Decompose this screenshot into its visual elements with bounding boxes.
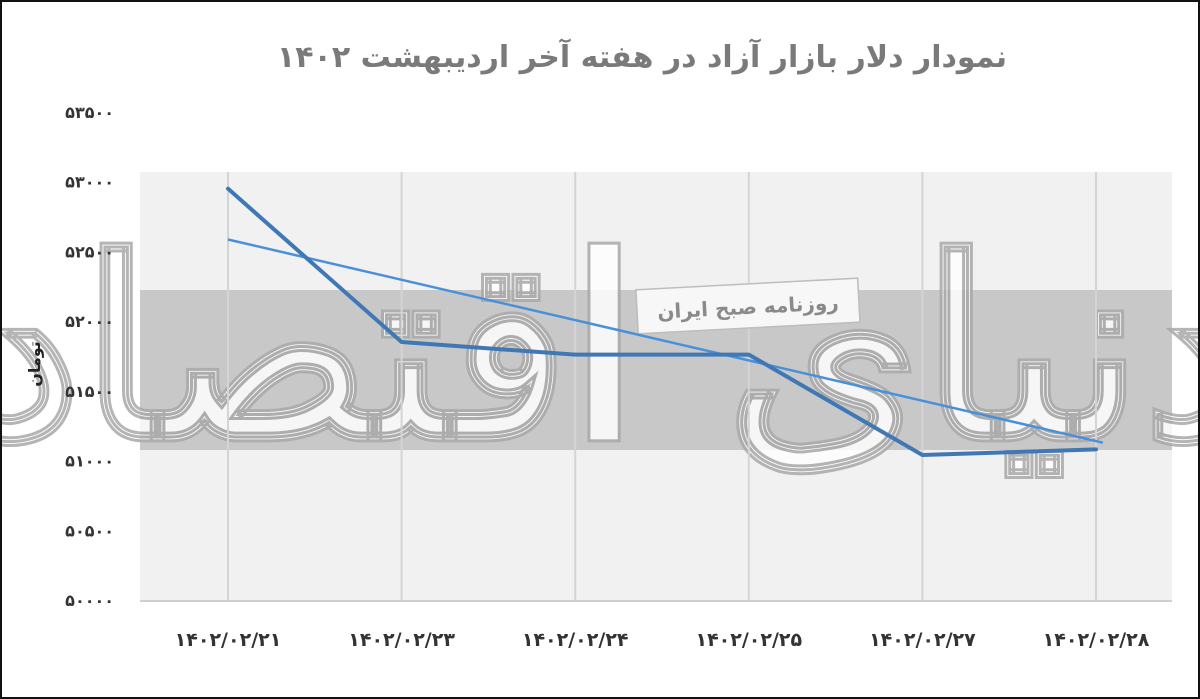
- y-tick-label: ۵۱۵۰۰: [65, 382, 114, 401]
- y-axis: ۵۰۰۰۰ ۵۰۵۰۰ ۵۱۰۰۰ ۵۱۵۰۰ ۵۲۰۰۰ ۵۲۵۰۰ ۵۳۰۰۰ ۵۳۵۰۰: [65, 103, 114, 610]
- data-point: [1094, 447, 1098, 451]
- y-tick-label: ۵۱۰۰۰: [65, 452, 114, 471]
- data-point: [920, 453, 924, 457]
- trendline: [227, 238, 1104, 444]
- data-point: [226, 187, 230, 191]
- data-point: [573, 353, 577, 357]
- series-line: [226, 186, 1098, 457]
- y-axis-label: تومان: [25, 341, 44, 387]
- x-tick-label: ۱۴۰۲/۰۲/۲۸: [1043, 629, 1150, 651]
- x-tick-label: ۱۴۰۲/۰۲/۲۴: [522, 629, 629, 651]
- y-tick-label: ۵۳۵۰۰: [65, 103, 114, 122]
- x-tick-label: ۱۴۰۲/۰۲/۲۱: [175, 629, 282, 651]
- annotation-box: [635, 277, 861, 335]
- data-point: [747, 353, 751, 357]
- y-tick-label: ۵۰۰۰۰: [65, 591, 114, 610]
- watermark-logo: دنیای اقتصاد: [2, 202, 1198, 496]
- chart-title: نمودار دلار بازار آزاد در هفته آخر اردیب…: [277, 38, 1007, 75]
- data-point: [400, 340, 404, 344]
- annotation-stamp: روزنامه صبح ایران: [635, 277, 861, 335]
- y-tick-label: ۵۲۵۰۰: [65, 242, 114, 261]
- x-tick-label: ۱۴۰۲/۰۲/۲۳: [348, 629, 455, 651]
- x-axis: ۱۴۰۲/۰۲/۲۱ ۱۴۰۲/۰۲/۲۳ ۱۴۰۲/۰۲/۲۴ ۱۴۰۲/۰۲/۲۵…: [175, 629, 1150, 651]
- x-tick-label: ۱۴۰۲/۰۲/۲۵: [695, 629, 802, 651]
- trendline-group: [227, 238, 1104, 444]
- grid-lines: [140, 172, 1172, 602]
- y-tick-label: ۵۲۰۰۰: [65, 312, 114, 331]
- y-tick-label: ۵۳۰۰۰: [65, 173, 114, 192]
- series-group: [226, 186, 1098, 457]
- y-tick-label: ۵۰۵۰۰: [65, 521, 114, 540]
- x-tick-label: ۱۴۰۲/۰۲/۲۷: [869, 629, 976, 651]
